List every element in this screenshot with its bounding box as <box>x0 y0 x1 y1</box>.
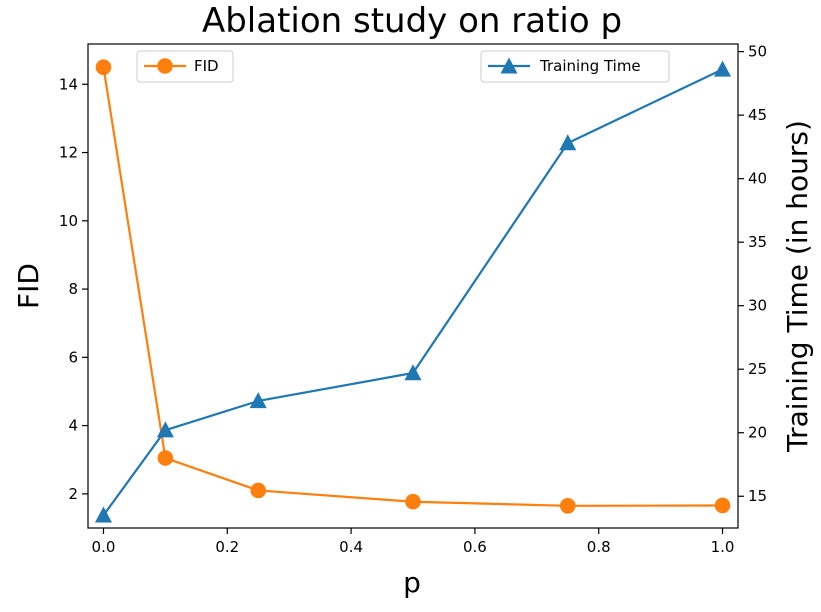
series-layer <box>94 59 732 523</box>
x-tick-label: 1.0 <box>711 538 735 556</box>
series-line-fid <box>102 67 723 507</box>
y-right-tick-label: 25 <box>748 360 767 378</box>
data-point-fid <box>157 450 174 466</box>
legend-fid: FID <box>136 50 234 83</box>
data-point-fid <box>95 59 112 76</box>
data-point-training-time <box>559 134 577 151</box>
y-right-tick-label: 20 <box>748 424 767 442</box>
y-left-tick-label: 4 <box>68 417 78 435</box>
y-left-tick-label: 8 <box>68 280 78 298</box>
legend-fid-marker <box>157 58 173 74</box>
y-left-tick-label: 2 <box>68 485 78 503</box>
data-point-training-time <box>714 60 732 77</box>
data-point-fid <box>405 493 421 510</box>
x-tick-label: 0.2 <box>215 538 239 556</box>
y-right-tick-label: 45 <box>748 106 767 124</box>
series-line-training-time <box>102 68 723 516</box>
y-right-tick-label: 30 <box>748 297 767 315</box>
data-point-training-time <box>94 506 112 523</box>
y-left-tick-label: 12 <box>59 144 78 162</box>
y-right-tick-label: 50 <box>748 43 767 61</box>
y-right-tick-label: 35 <box>748 233 767 251</box>
y-right-tick-label: 40 <box>748 170 767 188</box>
legend-training-time: Training Time <box>480 50 670 83</box>
y-left-tick-label: 14 <box>59 75 78 93</box>
x-tick-label: 0.8 <box>587 538 611 556</box>
x-tick-label: 0.0 <box>92 538 116 556</box>
data-point-training-time <box>249 392 267 409</box>
data-point-training-time <box>156 421 174 438</box>
chart-title: Ablation study on ratio p <box>202 1 622 41</box>
series-training-time <box>94 60 732 523</box>
y-axis-left-title: FID <box>12 263 45 309</box>
y-axis-right-title: Training Time (in hours) <box>781 120 814 453</box>
x-axis-title: p <box>403 566 421 599</box>
y-left-tick-label: 10 <box>59 212 78 230</box>
y-left-tick-label: 6 <box>68 348 78 366</box>
data-point-fid <box>250 482 267 499</box>
legend-training-time-marker <box>500 57 518 74</box>
data-point-fid <box>559 498 576 514</box>
x-tick-label: 0.4 <box>339 538 363 556</box>
x-tick-label: 0.6 <box>463 538 487 556</box>
y-right-tick-label: 15 <box>748 487 767 505</box>
plot-frame <box>87 43 739 529</box>
data-point-fid <box>714 497 731 514</box>
data-point-training-time <box>404 364 422 381</box>
legend-training-time-label: Training Time <box>539 57 641 75</box>
legend-fid-label: FID <box>194 57 219 75</box>
series-fid <box>95 59 731 514</box>
axes-layer: 0.0 0.2 0.4 0.6 0.8 1.0 2 4 6 8 10 12 14 15 20 25 30 35 40… <box>59 43 767 556</box>
legend-training-time-box <box>480 50 670 83</box>
